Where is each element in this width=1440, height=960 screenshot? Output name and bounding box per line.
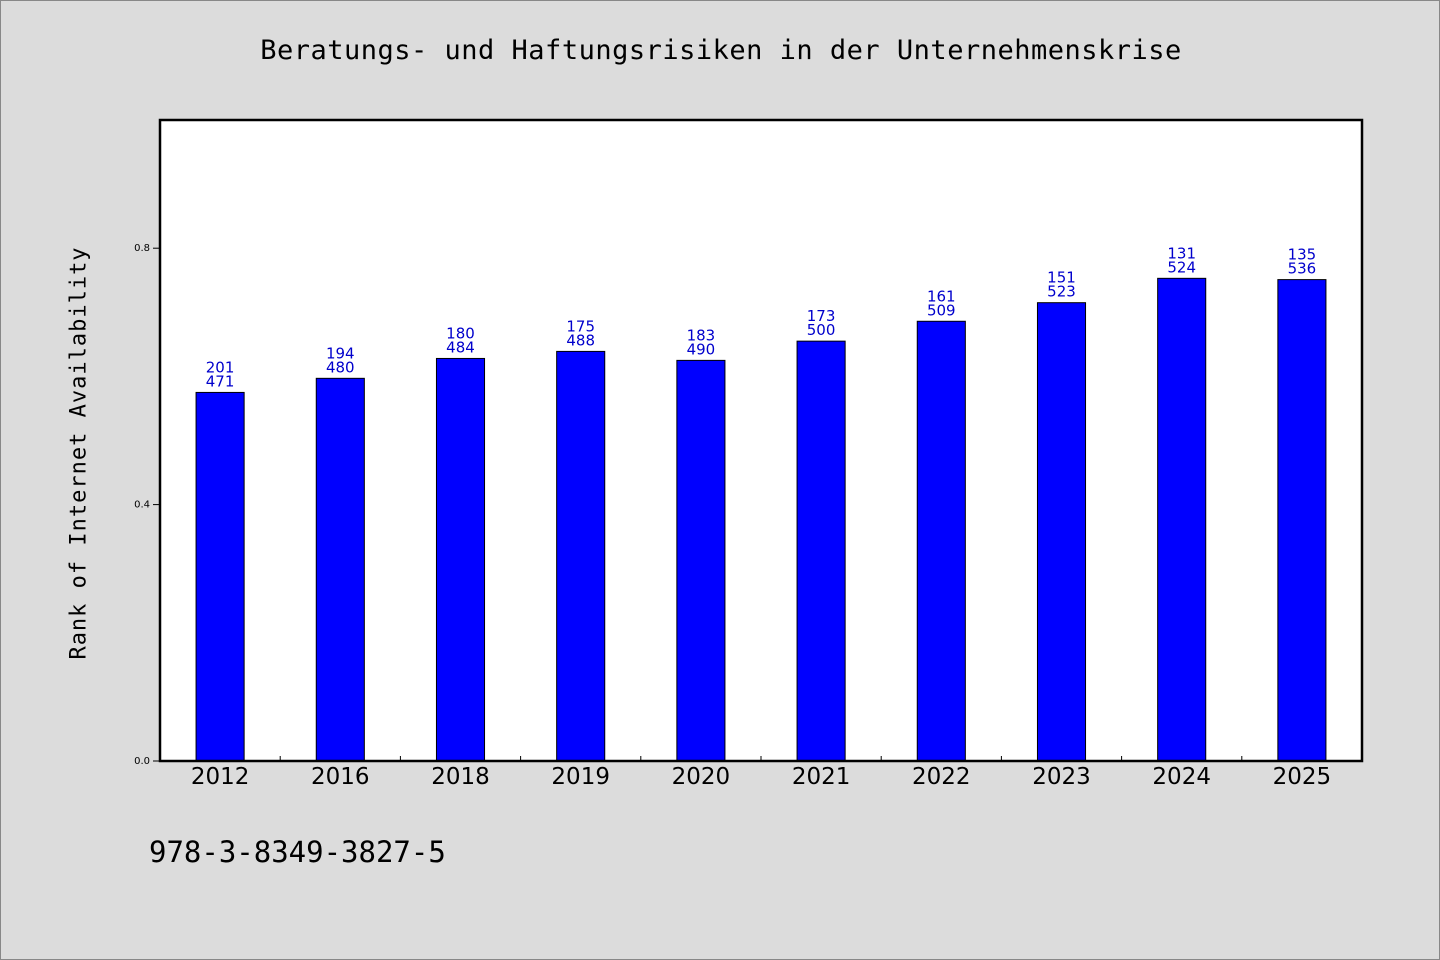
x-tick-label-2018: 2018 xyxy=(431,764,490,790)
x-tick-label-2016: 2016 xyxy=(311,764,370,790)
data-label-bottom-2012: 471 xyxy=(206,372,235,390)
bar-2021 xyxy=(796,340,846,762)
data-label-bottom-2020: 490 xyxy=(687,340,716,358)
x-tick-label-2022: 2022 xyxy=(912,764,971,790)
data-label-bottom-2016: 480 xyxy=(326,358,355,376)
x-tick-label-2025: 2025 xyxy=(1273,764,1332,790)
bar-2012 xyxy=(195,391,245,762)
x-tick-label-2019: 2019 xyxy=(551,764,610,790)
data-label-bottom-2018: 484 xyxy=(446,338,475,356)
data-label-bottom-2019: 488 xyxy=(566,331,595,349)
data-label-top-2020: 183 xyxy=(687,326,716,344)
x-tick-label-2021: 2021 xyxy=(792,764,851,790)
bar-2024 xyxy=(1157,277,1207,762)
data-label-top-2012: 201 xyxy=(206,358,235,376)
bar-2023 xyxy=(1036,302,1087,762)
data-label-top-2018: 180 xyxy=(446,324,475,342)
data-label-top-2019: 175 xyxy=(566,317,595,335)
data-label-top-2025: 135 xyxy=(1288,246,1317,264)
y-tick-label-0: 0.0 xyxy=(134,756,150,767)
data-label-bottom-2025: 536 xyxy=(1288,260,1317,278)
bar-2025 xyxy=(1277,279,1327,762)
y-tick-label-1: 0.4 xyxy=(134,500,150,511)
data-label-top-2023: 151 xyxy=(1047,269,1076,287)
bar-2018 xyxy=(435,357,486,762)
y-tick-label-2: 0.8 xyxy=(134,243,150,254)
isbn-label: 978-3-8349-3827-5 xyxy=(149,835,446,869)
data-label-top-2022: 161 xyxy=(927,287,956,305)
data-label-bottom-2022: 509 xyxy=(927,301,956,319)
data-label-top-2024: 131 xyxy=(1167,244,1196,262)
plot-frame xyxy=(158,118,1364,763)
x-tick-label-2023: 2023 xyxy=(1032,764,1091,790)
x-tick-label-2012: 2012 xyxy=(191,764,250,790)
data-label-bottom-2024: 524 xyxy=(1167,258,1196,276)
x-tick-label-2024: 2024 xyxy=(1152,764,1211,790)
data-label-bottom-2021: 500 xyxy=(807,321,836,339)
data-label-top-2021: 173 xyxy=(807,307,836,325)
data-label-bottom-2023: 523 xyxy=(1047,283,1076,301)
bar-2022 xyxy=(916,320,966,762)
data-label-top-2016: 194 xyxy=(326,344,355,362)
bar-2020 xyxy=(676,359,726,762)
bar-2019 xyxy=(556,350,606,762)
chart-title: Beratungs- und Haftungsrisiken in der Un… xyxy=(260,35,1182,66)
bar-2016 xyxy=(315,377,365,762)
x-tick-label-2020: 2020 xyxy=(672,764,731,790)
